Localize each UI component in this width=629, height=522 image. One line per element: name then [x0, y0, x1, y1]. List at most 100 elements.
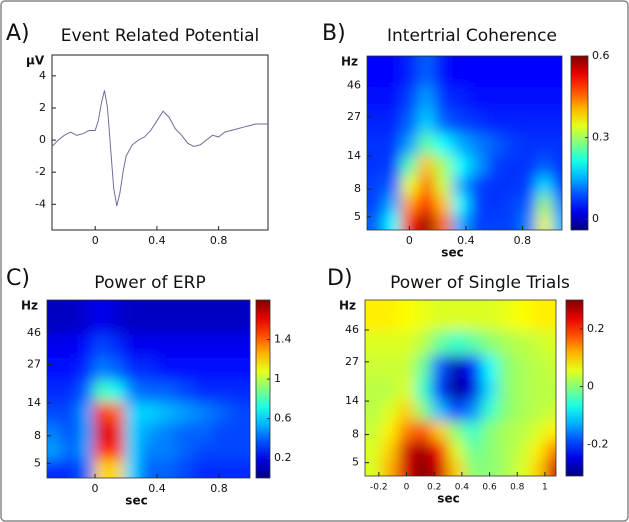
panel-label: C) [6, 266, 30, 291]
heat-cell [231, 459, 250, 478]
heat-cell [157, 357, 177, 381]
heat-cell [451, 194, 470, 214]
heat-cell [231, 300, 250, 335]
heat-cell [464, 354, 482, 379]
x-tick-label: -0.2 [370, 483, 388, 493]
heat-cell [77, 380, 94, 403]
heat-cell [502, 212, 521, 230]
heat-cell [194, 300, 214, 335]
heat-cell [157, 380, 177, 403]
heat-cell [108, 459, 125, 478]
heat-cell [431, 354, 449, 379]
heat-cell [231, 357, 250, 381]
heat-cell [93, 401, 110, 423]
heat-cell [531, 354, 547, 379]
x-axis-label: sec [125, 494, 147, 508]
heat-cell [139, 333, 158, 358]
y-tick-label: 8 [352, 428, 359, 441]
heat-cell [514, 300, 532, 332]
y-tick-label: 0 [39, 133, 46, 146]
x-tick-label: 0.2 [427, 483, 441, 493]
colorbar-label: 0.6 [274, 412, 292, 425]
heat-cell [400, 194, 419, 214]
heat-cell [497, 420, 515, 441]
heat-cell [485, 133, 504, 156]
plot-area [46, 299, 251, 479]
heat-cell [381, 399, 399, 422]
heat-cell [531, 300, 547, 332]
heat-cell [431, 377, 449, 401]
heat-cell [139, 357, 158, 381]
colorbar-label: 0.3 [592, 131, 610, 144]
y-tick-label: 46 [345, 323, 359, 336]
heat-cell [497, 300, 515, 332]
heat-cell [365, 440, 383, 460]
heat-cell [468, 194, 487, 214]
heat-cell [124, 401, 141, 423]
heat-cell [481, 377, 499, 401]
heat-cell [400, 133, 419, 156]
heat-cell [77, 441, 94, 461]
heat-cell [451, 56, 470, 87]
heat-cell [531, 458, 547, 476]
y-tick-label: 27 [27, 357, 41, 370]
heat-cell [77, 357, 94, 381]
heat-cell [93, 333, 110, 358]
heat-cell [502, 154, 521, 176]
heat-cell [536, 194, 553, 214]
heat-cell [93, 300, 110, 335]
heat-cell [414, 420, 432, 441]
colorbar-label: 0.2 [274, 451, 292, 464]
heat-cell [451, 212, 470, 230]
heatmap-cells [47, 300, 250, 478]
heat-cell [497, 440, 515, 460]
colorbar-label: -0.2 [587, 437, 608, 450]
heat-cell [139, 300, 158, 335]
y-tick-label: 8 [34, 429, 41, 442]
heat-cell [157, 441, 177, 461]
heat-cell [431, 458, 449, 476]
x-tick-label: 0.8 [210, 234, 228, 247]
heat-cell [481, 420, 499, 441]
heat-cell [448, 300, 466, 332]
heat-cell [519, 154, 538, 176]
heat-cell [381, 330, 399, 356]
heat-cell [552, 175, 562, 196]
heat-cell [62, 300, 79, 335]
x-tick-label: 0.8 [210, 482, 228, 495]
heat-cell [519, 86, 538, 111]
y-tick-label: -4 [35, 197, 46, 210]
heat-cell [47, 300, 63, 335]
y-tick-label: 14 [345, 394, 359, 407]
heat-cell [139, 441, 158, 461]
heat-cell [77, 401, 94, 423]
heat-cell [451, 133, 470, 156]
heat-cell [139, 401, 158, 423]
colorbar [255, 299, 271, 479]
heat-cell [175, 441, 195, 461]
heat-cell [157, 333, 177, 358]
panel-label: A) [6, 21, 30, 46]
heat-cell [531, 440, 547, 460]
heat-cell [531, 377, 547, 401]
heat-cell [536, 154, 553, 176]
heat-cell [434, 86, 453, 111]
heat-cell [383, 133, 402, 156]
heat-cell [398, 330, 416, 356]
y-tick-label: 27 [345, 355, 359, 368]
heat-cell [157, 300, 177, 335]
heat-cell [552, 212, 562, 230]
heat-cell [536, 175, 553, 196]
heat-cell [464, 330, 482, 356]
colorbar-label: 0.6 [592, 49, 610, 62]
heat-cell [365, 330, 383, 356]
x-tick-label: 1 [542, 483, 548, 493]
heat-cell [398, 377, 416, 401]
heat-cell [451, 86, 470, 111]
heat-cell [502, 194, 521, 214]
heat-cell [62, 441, 79, 461]
heat-cell [464, 377, 482, 401]
heat-cell [481, 330, 499, 356]
heat-cell [514, 354, 532, 379]
x-tick-label: 0.8 [514, 234, 532, 247]
